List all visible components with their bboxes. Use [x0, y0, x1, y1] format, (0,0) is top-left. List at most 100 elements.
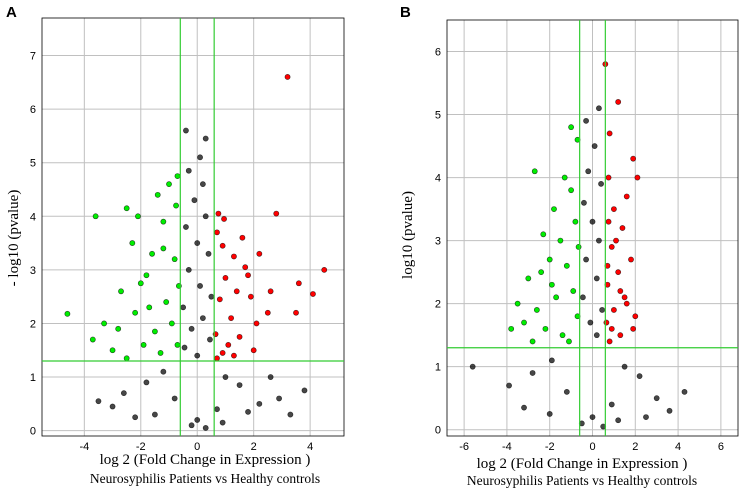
- down-point-a: [174, 341, 181, 348]
- down-point-a: [160, 245, 167, 252]
- ns-point-b: [546, 411, 553, 417]
- ns-point-a: [276, 395, 282, 402]
- down-point-a: [64, 310, 71, 317]
- panel-label-b: B: [400, 4, 411, 21]
- ns-point-b: [596, 105, 602, 112]
- up-point-b: [613, 237, 619, 244]
- up-point-b: [605, 218, 612, 225]
- up-point-a: [225, 341, 232, 348]
- volcano-plot-b-svg: B log10 (pvalue) log 2 (Fold Change in E…: [400, 4, 739, 488]
- down-point-b: [568, 124, 575, 131]
- ns-point-b: [589, 218, 596, 225]
- ns-point-b: [681, 388, 688, 395]
- down-point-b: [529, 338, 536, 345]
- y-tick-label-a: 6: [30, 104, 36, 116]
- ns-point-b: [506, 382, 512, 389]
- down-point-a: [109, 347, 116, 354]
- y-tick-label-a: 2: [30, 318, 36, 330]
- up-point-b: [606, 338, 613, 345]
- ns-point-a: [95, 398, 102, 405]
- up-point-b: [615, 269, 622, 276]
- ns-point-a: [181, 344, 188, 351]
- down-point-b: [563, 262, 570, 269]
- up-point-b: [606, 130, 613, 137]
- ns-point-b: [548, 357, 555, 364]
- ns-point-a: [188, 325, 195, 332]
- ns-point-a: [219, 419, 226, 426]
- down-point-b: [553, 294, 560, 301]
- x-tick-label-a: -4: [79, 441, 89, 453]
- down-point-a: [171, 256, 178, 263]
- up-point-b: [623, 300, 630, 307]
- up-point-b: [619, 225, 626, 231]
- ns-point-a: [191, 197, 198, 204]
- down-point-a: [151, 328, 158, 335]
- ns-point-a: [202, 425, 209, 431]
- y-axis-title-a: - log10 (pvalue): [6, 190, 22, 287]
- down-point-b: [542, 325, 549, 332]
- x-axis-title-b: log 2 (Fold Change in Expression ): [477, 456, 688, 472]
- up-point-b: [623, 193, 630, 200]
- up-point-b: [608, 244, 615, 250]
- up-point-b: [632, 313, 639, 320]
- up-point-b: [630, 155, 637, 162]
- ns-point-a: [287, 411, 294, 418]
- y-tick-label-a: 3: [30, 265, 36, 277]
- subtitle-b: Neurosyphilis Patients vs Healthy contro…: [467, 473, 697, 488]
- down-point-b: [568, 187, 575, 194]
- ns-point-b: [579, 294, 586, 301]
- x-tick-label-b: -4: [502, 441, 512, 453]
- down-point-b: [521, 319, 527, 326]
- ns-point-b: [587, 319, 594, 326]
- ns-point-a: [183, 224, 189, 230]
- ns-point-a: [256, 400, 263, 407]
- ns-point-a: [236, 382, 243, 388]
- ns-point-b: [615, 417, 622, 424]
- x-tick-label-a: 0: [194, 441, 200, 453]
- down-point-a: [149, 250, 155, 257]
- up-point-b: [628, 256, 634, 263]
- ns-point-a: [194, 417, 201, 423]
- y-tick-label-a: 7: [30, 51, 36, 63]
- up-point-a: [219, 242, 226, 249]
- ns-point-a: [208, 293, 215, 300]
- up-point-b: [634, 174, 641, 181]
- ns-point-a: [197, 154, 203, 161]
- down-point-a: [129, 240, 136, 246]
- volcano-plot-a: A - log10 (pvalue) log 2 (Fold Change in…: [6, 4, 345, 486]
- x-tick-label-b: 4: [675, 441, 681, 453]
- y-tick-label-a: 5: [30, 158, 36, 170]
- up-point-a: [321, 266, 328, 273]
- ns-point-a: [222, 374, 229, 380]
- down-point-b: [531, 168, 538, 175]
- down-point-a: [154, 191, 161, 198]
- up-point-b: [603, 319, 610, 326]
- y-tick-label-b: 0: [435, 425, 441, 437]
- y-tick-label-b: 2: [435, 299, 441, 311]
- up-point-a: [222, 275, 229, 281]
- up-point-a: [250, 347, 257, 354]
- down-point-b: [514, 300, 521, 307]
- up-point-a: [214, 229, 220, 236]
- ns-point-a: [202, 213, 209, 220]
- up-point-a: [293, 309, 299, 316]
- y-tick-label-a: 1: [30, 372, 36, 384]
- ns-point-b: [593, 275, 600, 282]
- ns-point-b: [529, 370, 536, 376]
- ns-point-b: [585, 168, 592, 175]
- up-point-a: [284, 74, 291, 80]
- up-point-a: [242, 264, 249, 271]
- up-point-a: [310, 291, 316, 297]
- x-tick-label-b: -2: [545, 441, 555, 453]
- up-point-a: [214, 355, 220, 362]
- down-point-b: [548, 281, 555, 288]
- up-point-a: [221, 216, 227, 222]
- ns-point-a: [109, 403, 116, 410]
- x-tick-label-a: 4: [307, 441, 313, 453]
- down-point-b: [557, 237, 564, 244]
- plot-area-a: [42, 18, 344, 436]
- ns-point-b: [583, 117, 589, 124]
- ns-point-a: [183, 127, 189, 134]
- down-point-a: [140, 341, 147, 348]
- ns-point-b: [596, 237, 602, 244]
